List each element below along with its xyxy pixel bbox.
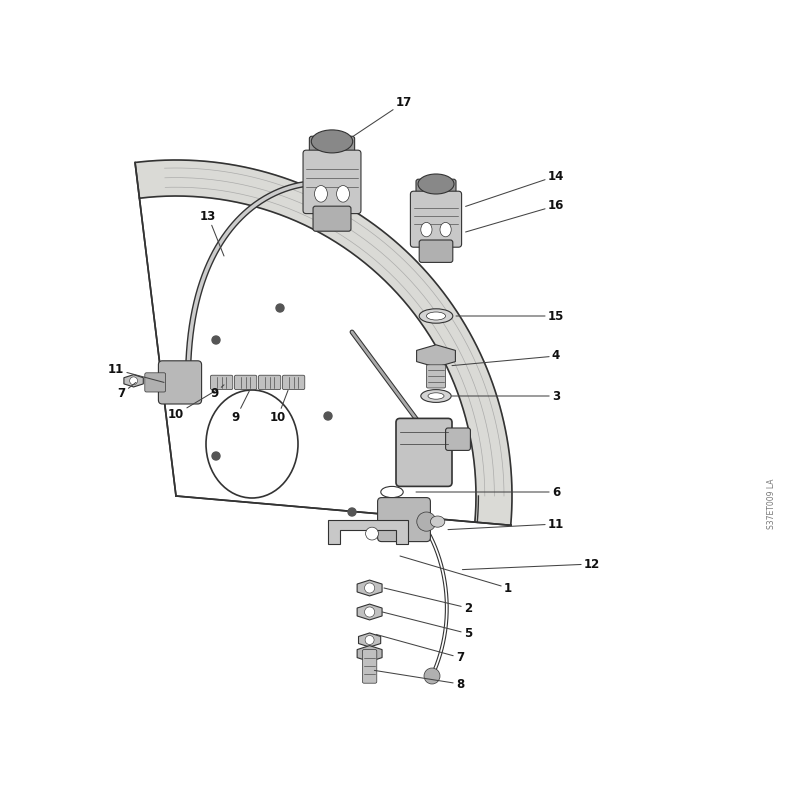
Text: 10: 10 — [168, 390, 216, 421]
Polygon shape — [357, 580, 382, 596]
FancyBboxPatch shape — [210, 375, 233, 390]
Circle shape — [417, 512, 436, 531]
Polygon shape — [358, 633, 381, 647]
Text: 3: 3 — [452, 390, 560, 402]
Text: 7: 7 — [118, 382, 136, 400]
Text: 7: 7 — [376, 634, 464, 664]
FancyBboxPatch shape — [426, 365, 446, 388]
Text: 12: 12 — [462, 558, 600, 570]
Circle shape — [366, 527, 378, 540]
Circle shape — [365, 607, 374, 617]
Circle shape — [365, 635, 374, 645]
Text: 16: 16 — [466, 199, 564, 232]
Ellipse shape — [206, 390, 298, 498]
Ellipse shape — [381, 486, 403, 498]
Text: 2: 2 — [384, 588, 472, 614]
Ellipse shape — [314, 186, 327, 202]
Polygon shape — [135, 160, 512, 526]
Ellipse shape — [430, 516, 445, 527]
Ellipse shape — [337, 186, 350, 202]
Text: 9: 9 — [210, 385, 224, 400]
Polygon shape — [417, 345, 455, 367]
Circle shape — [324, 412, 332, 420]
Ellipse shape — [426, 312, 446, 320]
Circle shape — [365, 583, 374, 593]
FancyBboxPatch shape — [416, 179, 456, 200]
FancyBboxPatch shape — [310, 136, 354, 159]
Circle shape — [212, 336, 220, 344]
Ellipse shape — [311, 130, 353, 153]
Ellipse shape — [421, 222, 432, 237]
Text: S37ET009 LA: S37ET009 LA — [767, 478, 777, 530]
Text: 14: 14 — [466, 170, 564, 206]
Ellipse shape — [440, 222, 451, 237]
Text: 10: 10 — [270, 390, 288, 424]
Circle shape — [348, 508, 356, 516]
Ellipse shape — [421, 390, 451, 402]
FancyBboxPatch shape — [234, 375, 257, 390]
FancyBboxPatch shape — [378, 498, 430, 542]
FancyBboxPatch shape — [446, 428, 470, 450]
Circle shape — [212, 452, 220, 460]
FancyBboxPatch shape — [419, 240, 453, 262]
Text: 15: 15 — [456, 310, 564, 322]
Text: 9: 9 — [232, 390, 250, 424]
FancyBboxPatch shape — [313, 206, 351, 231]
Text: 1: 1 — [400, 556, 512, 594]
Text: 11: 11 — [108, 363, 164, 382]
Text: 4: 4 — [452, 350, 560, 366]
Polygon shape — [357, 646, 382, 662]
FancyBboxPatch shape — [410, 191, 462, 247]
Text: 13: 13 — [200, 210, 224, 256]
Circle shape — [424, 668, 440, 684]
Ellipse shape — [418, 174, 454, 194]
FancyBboxPatch shape — [396, 418, 452, 486]
FancyBboxPatch shape — [362, 650, 377, 683]
Text: 5: 5 — [382, 612, 472, 640]
FancyBboxPatch shape — [282, 375, 305, 390]
Text: 17: 17 — [354, 96, 412, 136]
Text: 6: 6 — [416, 486, 560, 498]
Polygon shape — [357, 604, 382, 620]
Ellipse shape — [419, 309, 453, 323]
Polygon shape — [124, 374, 143, 387]
Circle shape — [276, 304, 284, 312]
Text: 11: 11 — [448, 518, 564, 530]
FancyBboxPatch shape — [145, 373, 166, 392]
Circle shape — [130, 377, 138, 385]
Text: 8: 8 — [374, 670, 464, 690]
FancyBboxPatch shape — [258, 375, 281, 390]
Polygon shape — [328, 520, 408, 544]
FancyBboxPatch shape — [303, 150, 361, 214]
FancyBboxPatch shape — [158, 361, 202, 404]
Ellipse shape — [428, 393, 444, 399]
